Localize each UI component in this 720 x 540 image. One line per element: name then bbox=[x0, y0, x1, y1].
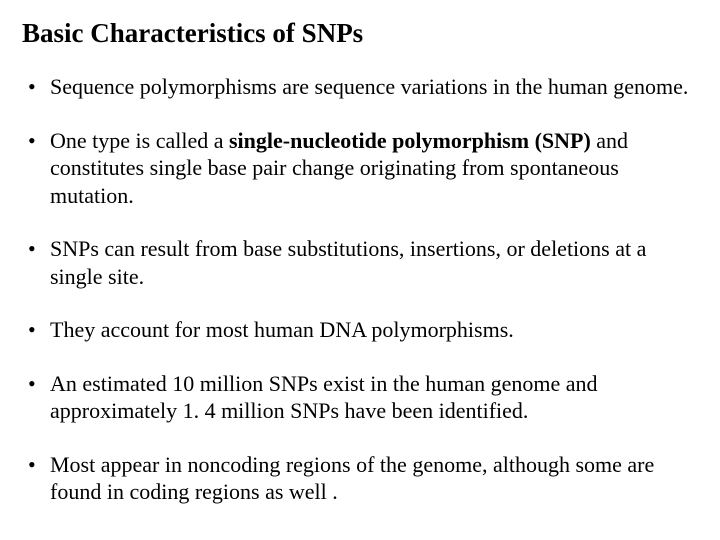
bullet-text-pre: SNPs can result from base substitutions,… bbox=[50, 236, 646, 289]
bullet-item: One type is called a single-nucleotide p… bbox=[28, 127, 692, 210]
bullet-item: Sequence polymorphisms are sequence vari… bbox=[28, 73, 692, 101]
bullet-item: SNPs can result from base substitutions,… bbox=[28, 235, 692, 290]
slide-title: Basic Characteristics of SNPs bbox=[22, 18, 692, 49]
bullet-text-pre: Sequence polymorphisms are sequence vari… bbox=[50, 74, 688, 99]
bullet-text-pre: Most appear in noncoding regions of the … bbox=[50, 452, 654, 505]
bullet-list: Sequence polymorphisms are sequence vari… bbox=[28, 73, 692, 506]
bullet-text-pre: One type is called a bbox=[50, 128, 229, 153]
bullet-text-pre: They account for most human DNA polymorp… bbox=[50, 317, 514, 342]
bullet-item: Most appear in noncoding regions of the … bbox=[28, 451, 692, 506]
bullet-item: An estimated 10 million SNPs exist in th… bbox=[28, 370, 692, 425]
bullet-text-pre: An estimated 10 million SNPs exist in th… bbox=[50, 371, 598, 424]
bullet-text-bold: single-nucleotide polymorphism (SNP) bbox=[229, 128, 591, 153]
bullet-item: They account for most human DNA polymorp… bbox=[28, 316, 692, 344]
